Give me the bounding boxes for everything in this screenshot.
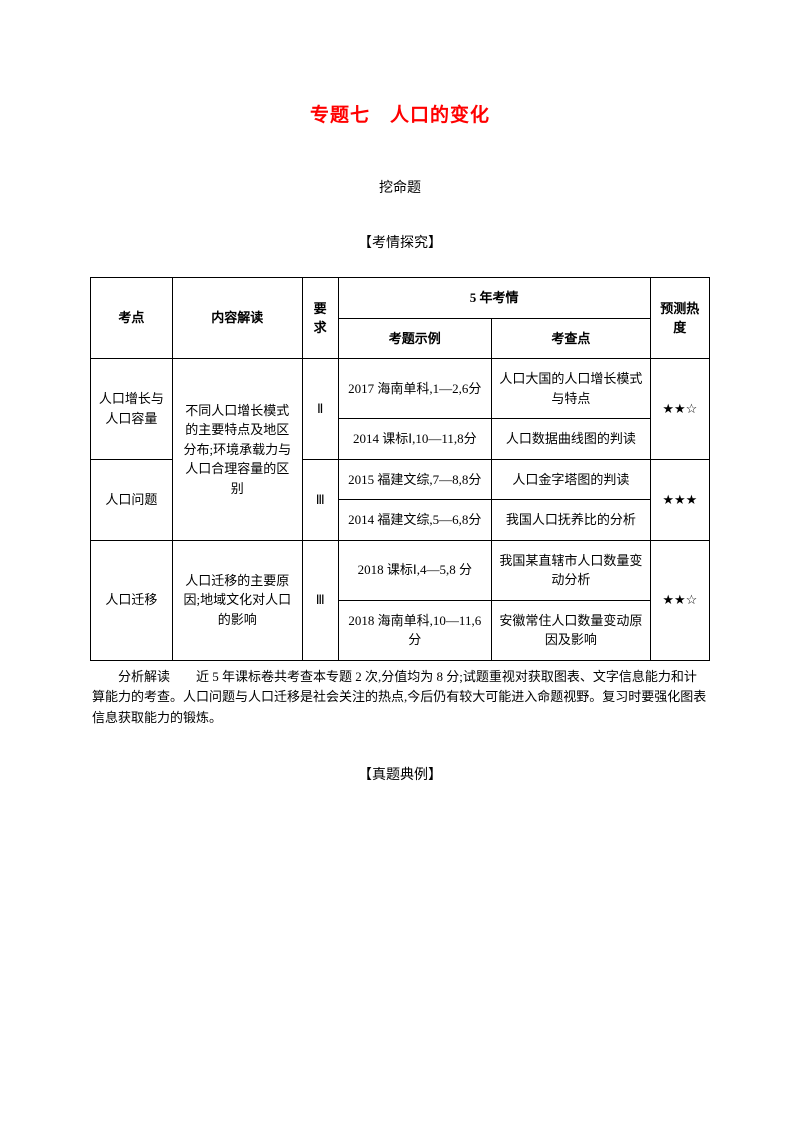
analysis-label: 分析解读 [118,669,196,684]
cell-kaochadian: 人口金字塔图的判读 [492,459,651,500]
header-kaodian: 考点 [91,278,173,359]
table-row: 人口迁移 人口迁移的主要原因;地域文化对人口的影响 Ⅲ 2018 课标Ⅰ,4—5… [91,540,710,600]
cell-neirong: 不同人口增长模式的主要特点及地区分布;环境承载力与人口合理容量的区别 [172,359,302,541]
cell-kaochadian: 人口大国的人口增长模式与特点 [492,359,651,419]
table-header-row-1: 考点 内容解读 要求 5 年考情 预测热度 [91,278,710,319]
cell-yaoqiu: Ⅲ [302,540,338,660]
cell-kaoti: 2014 福建文综,5—6,8分 [338,500,491,541]
cell-kaoti: 2014 课标Ⅰ,10—11,8分 [338,419,491,460]
cell-yaoqiu: Ⅱ [302,359,338,460]
header-neirong: 内容解读 [172,278,302,359]
cell-yuce: ★★☆ [650,540,709,660]
cell-kaochadian: 我国某直辖市人口数量变动分析 [492,540,651,600]
cell-kaoti: 2018 海南单科,10—11,6 分 [338,600,491,660]
header-yaoqiu: 要求 [302,278,338,359]
analysis-paragraph: 分析解读 近 5 年课标卷共考查本专题 2 次,分值均为 8 分;试题重视对获取… [90,667,710,729]
header-kaoti: 考题示例 [338,318,491,359]
header-wunian: 5 年考情 [338,278,650,319]
cell-kaochadian: 安徽常住人口数量变动原因及影响 [492,600,651,660]
section-header-exam: 【考情探究】 [90,232,710,252]
cell-kaoti: 2015 福建文综,7—8,8分 [338,459,491,500]
cell-kaoti: 2018 课标Ⅰ,4—5,8 分 [338,540,491,600]
cell-kaochadian: 我国人口抚养比的分析 [492,500,651,541]
cell-kaochadian: 人口数据曲线图的判读 [492,419,651,460]
cell-kaodian: 人口增长与人口容量 [91,359,173,460]
header-yuce: 预测热度 [650,278,709,359]
cell-yuce: ★★★ [650,459,709,540]
cell-yaoqiu: Ⅲ [302,459,338,540]
document-title: 专题七 人口的变化 [90,100,710,127]
section-header-examples: 【真题典例】 [90,764,710,784]
subtitle: 挖命题 [90,177,710,197]
cell-kaodian: 人口迁移 [91,540,173,660]
cell-kaoti: 2017 海南单科,1—2,6分 [338,359,491,419]
cell-kaodian: 人口问题 [91,459,173,540]
table-row: 人口增长与人口容量 不同人口增长模式的主要特点及地区分布;环境承载力与人口合理容… [91,359,710,419]
header-kaochadian: 考查点 [492,318,651,359]
cell-neirong: 人口迁移的主要原因;地域文化对人口的影响 [172,540,302,660]
cell-yuce: ★★☆ [650,359,709,460]
exam-analysis-table: 考点 内容解读 要求 5 年考情 预测热度 考题示例 考查点 人口增长与人口容量… [90,277,710,661]
